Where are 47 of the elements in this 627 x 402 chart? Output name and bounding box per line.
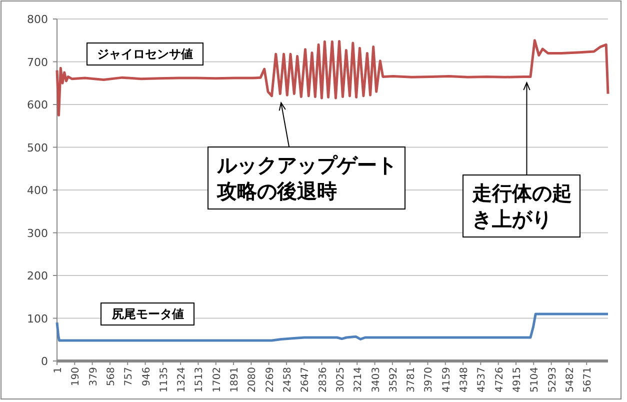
x-tick-label: 3592: [388, 367, 400, 392]
x-tick-label: 4348: [459, 367, 470, 392]
line-series: [56, 39, 610, 116]
x-tick-label: 2836: [318, 367, 329, 392]
y-tick-label: 800: [27, 13, 48, 26]
x-tick-label: 5671: [582, 367, 594, 392]
y-tick-label: 500: [27, 141, 48, 154]
x-tick-label: 3214: [353, 367, 364, 392]
x-tick-label: 4915: [512, 367, 523, 392]
x-tick-label: 1702: [212, 367, 223, 392]
x-tick-label: 568: [106, 367, 117, 386]
annotation: ルックアップゲート攻略の後退時: [216, 153, 397, 203]
x-tick-label: 2269: [264, 367, 276, 392]
y-tick-label: 100: [27, 312, 48, 326]
x-tick-label: 1135: [158, 367, 170, 392]
x-tick-label: 1513: [194, 367, 206, 392]
y-tick-label: 300: [27, 226, 48, 240]
series-label: 尻尾モータ値: [111, 307, 184, 321]
annotation: 走行体の起き上がり: [462, 174, 580, 238]
y-tick-label: 200: [27, 270, 48, 282]
y-tick-label: 400: [27, 184, 48, 197]
x-tick-label: 946: [141, 367, 152, 386]
x-tick-label: 5293: [547, 367, 558, 392]
x-tick-label: 1324: [176, 367, 188, 392]
x-tick-label: 3403: [370, 367, 382, 392]
x-tick-label: 4159: [441, 367, 452, 392]
x-tick-label: 3970: [424, 367, 435, 392]
x-tick-label: 1891: [230, 367, 241, 392]
x-tick-label: 5104: [530, 367, 541, 392]
x-tick-label: 4726: [494, 367, 506, 392]
x-tick-label: 190: [70, 367, 82, 386]
y-tick-label: 600: [27, 98, 48, 112]
x-tick-label: 2647: [300, 367, 312, 392]
x-tick-label: 3781: [406, 367, 418, 392]
x-tick-label: 2080: [247, 367, 258, 392]
x-tick-label: 757: [124, 367, 135, 386]
x-tick-label: 379: [88, 367, 100, 386]
annotation: ルックアップゲート攻略の後退時: [208, 146, 406, 210]
x-tick-label: 1: [53, 367, 64, 374]
x-tick-label: 3025: [335, 367, 346, 392]
series-label: ジャイロセンサ値: [97, 47, 193, 61]
x-tick-label: 4537: [476, 367, 488, 392]
x-tick-label: 5482: [564, 367, 576, 392]
x-tick-label: 2458: [282, 367, 294, 392]
y-tick-label: 700: [27, 56, 48, 69]
annotation: 走行体の起き上がり: [471, 181, 572, 231]
y-tick-label: 0: [41, 355, 48, 368]
